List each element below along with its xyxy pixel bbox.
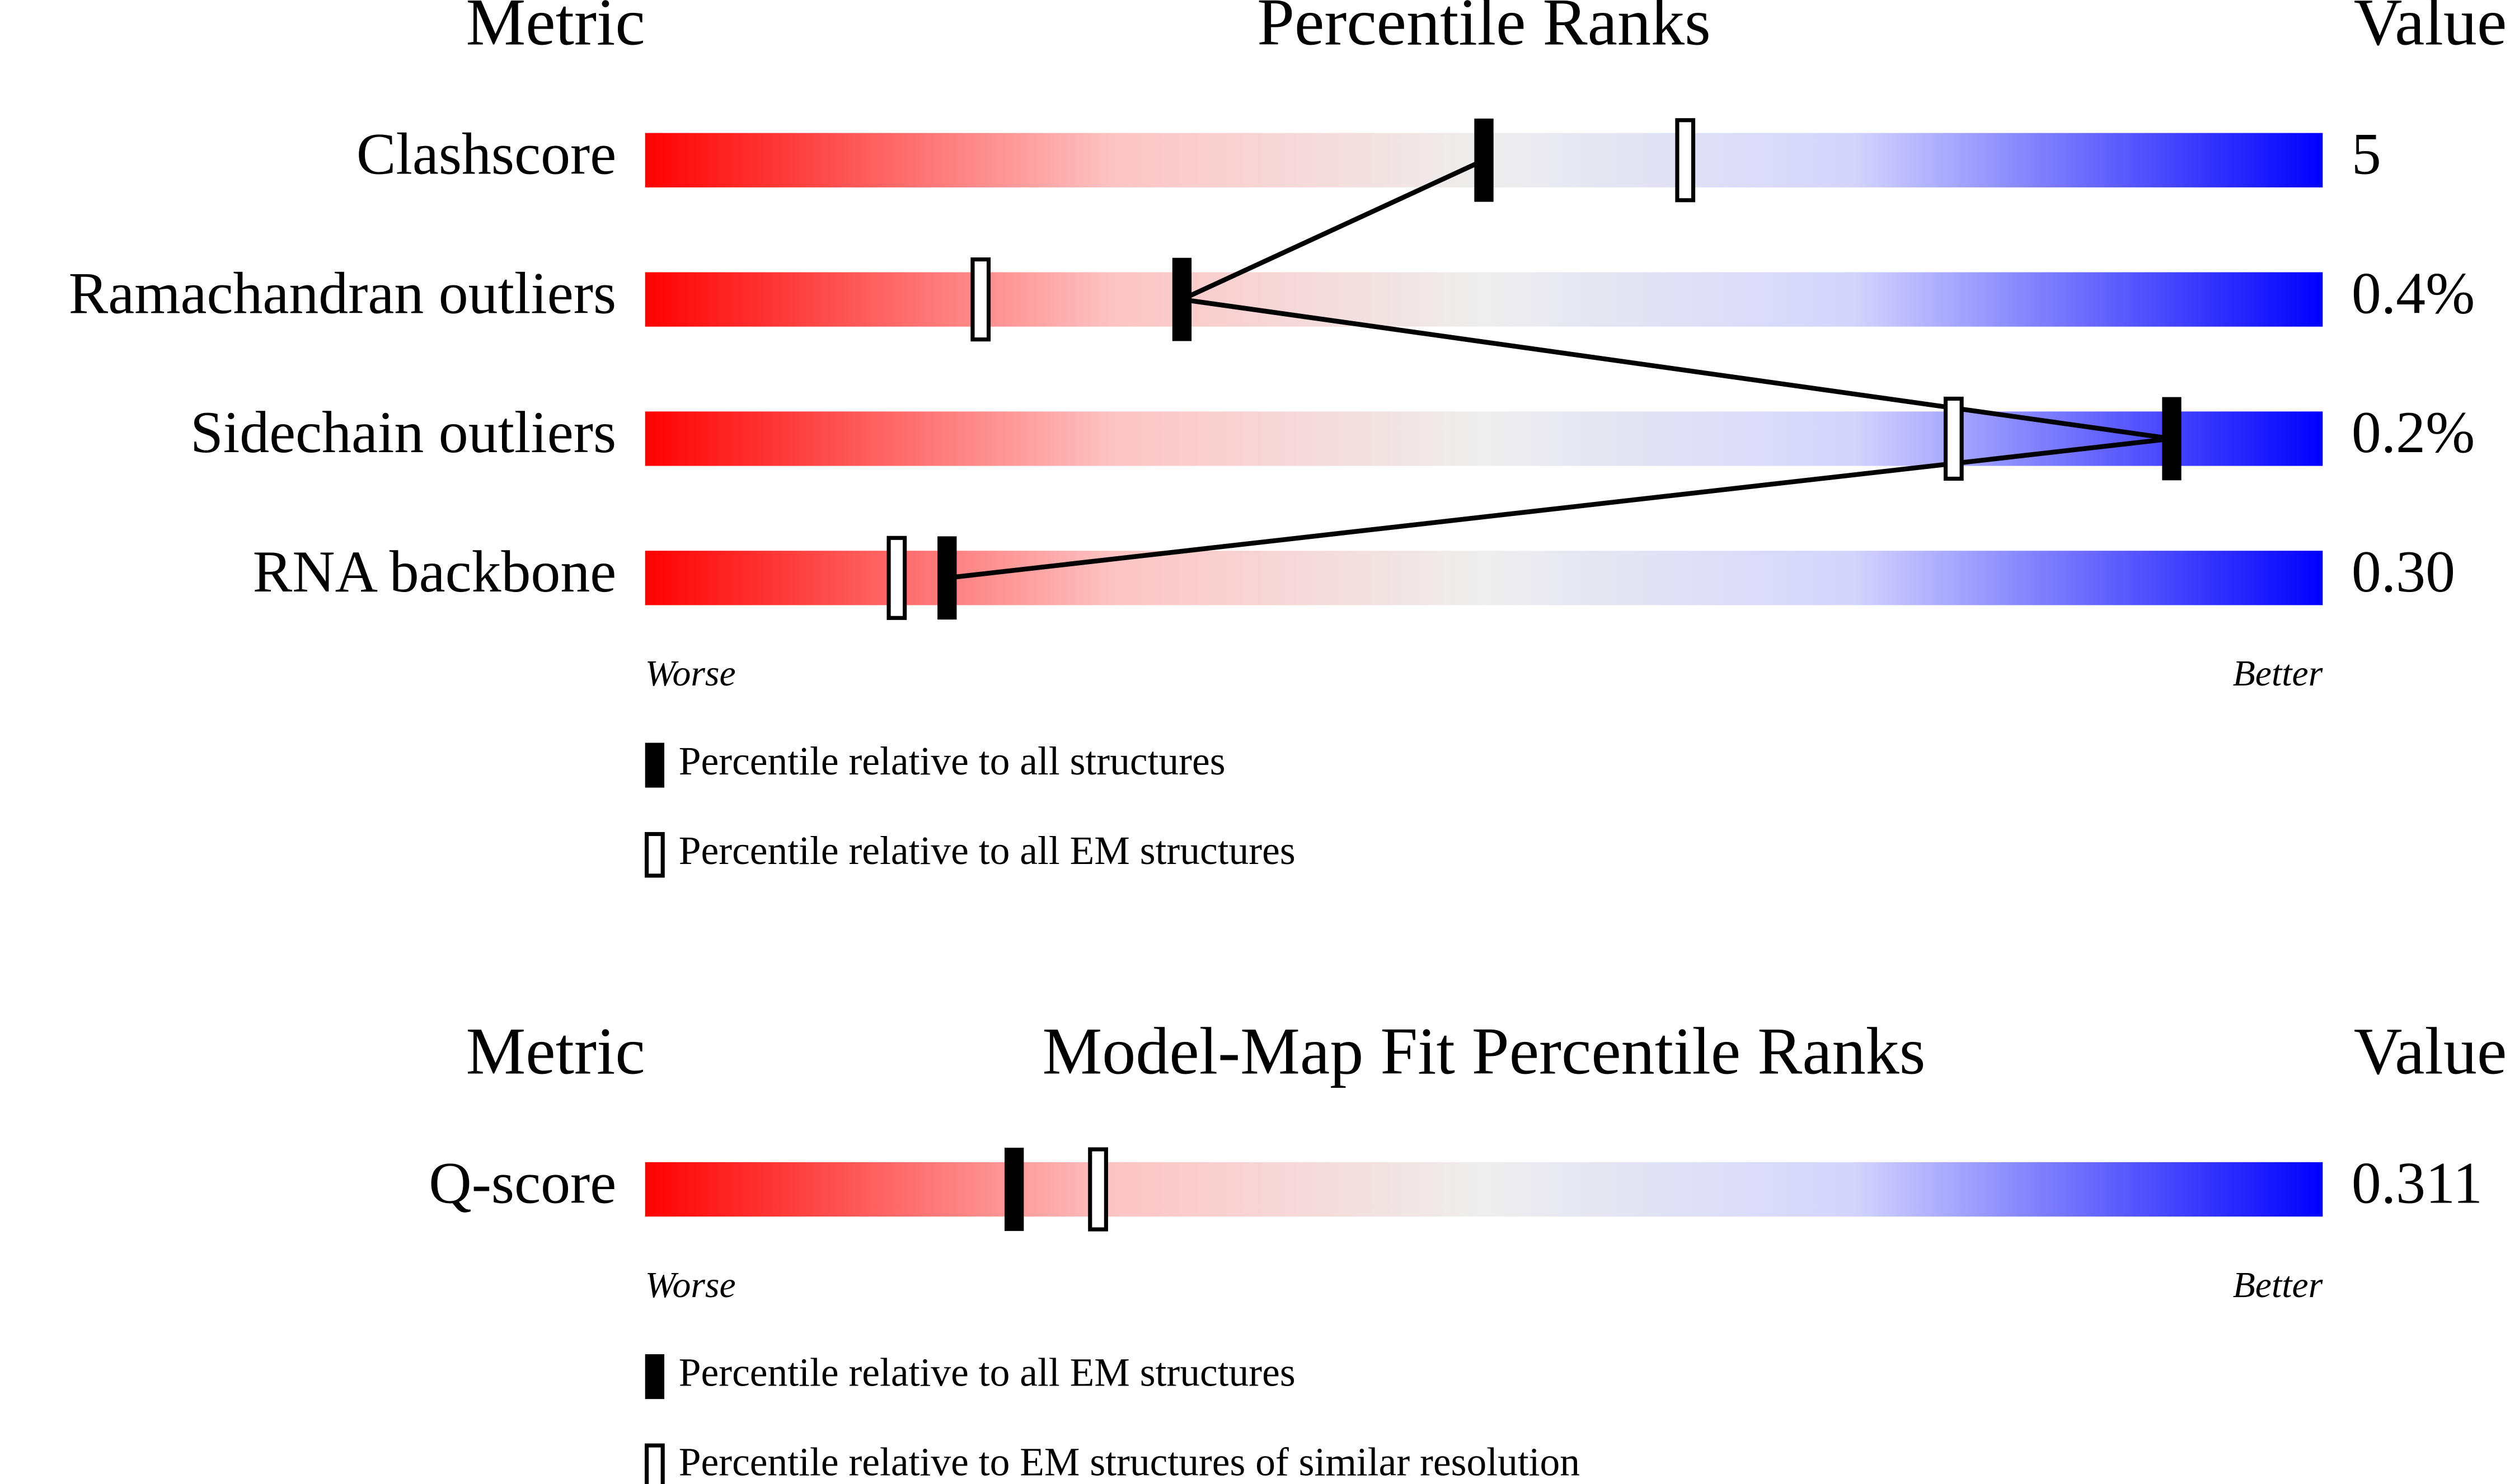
- legend-label: Percentile relative to all structures: [679, 739, 1226, 783]
- metric-header: Metric: [466, 1013, 645, 1088]
- metric-label: Clashscore: [356, 121, 616, 187]
- axis-low-label: Worse: [645, 1265, 736, 1305]
- metric-value: 0.311: [2352, 1150, 2483, 1216]
- metric-header: Metric: [466, 0, 645, 59]
- slider-bar: [645, 272, 2323, 327]
- metric-value: 5: [2352, 121, 2381, 187]
- axis-high-label: Better: [2233, 1265, 2323, 1305]
- percentile-marker: [1005, 1148, 1024, 1231]
- slider-bar: [645, 411, 2323, 466]
- slider-bar: [645, 551, 2323, 605]
- legend-swatch: [645, 743, 665, 788]
- axis-high-label: Better: [2233, 653, 2323, 694]
- percentile-marker: [2162, 397, 2181, 481]
- percentile-marker-open: [1088, 1147, 1108, 1232]
- percentile-marker-open: [1675, 118, 1696, 203]
- axis-low-label: Worse: [645, 653, 736, 694]
- metric-label: Sidechain outliers: [190, 400, 616, 465]
- metric-label: Q-score: [429, 1150, 616, 1216]
- chart-title: Percentile Ranks: [1257, 0, 1711, 59]
- percentile-marker-open: [886, 536, 907, 620]
- metric-label: RNA backbone: [253, 539, 617, 604]
- percentile-marker: [1172, 257, 1192, 341]
- legend-label: Percentile relative to EM structures of …: [679, 1440, 1580, 1484]
- metric-value: 0.30: [2352, 539, 2455, 604]
- percentile-marker: [1474, 118, 1494, 202]
- value-header: Value: [2354, 1013, 2507, 1088]
- percentile-marker: [937, 536, 957, 620]
- percentile-marker-open: [1943, 396, 1964, 481]
- legend-swatch: [644, 1443, 665, 1484]
- metric-value: 0.4%: [2352, 260, 2475, 326]
- slider-bar: [645, 1162, 2323, 1217]
- legend-swatch: [644, 832, 665, 878]
- metric-value: 0.2%: [2352, 400, 2475, 465]
- legend-label: Percentile relative to all EM structures: [679, 1351, 1296, 1395]
- legend-label: Percentile relative to all EM structures: [679, 829, 1296, 873]
- legend-swatch: [645, 1354, 665, 1400]
- metric-label: Ramachandran outliers: [69, 260, 617, 326]
- percentile-marker-open: [970, 257, 991, 342]
- value-header: Value: [2354, 0, 2507, 59]
- chart-title: Model-Map Fit Percentile Ranks: [1042, 1013, 1925, 1088]
- connector-line: [946, 158, 2173, 581]
